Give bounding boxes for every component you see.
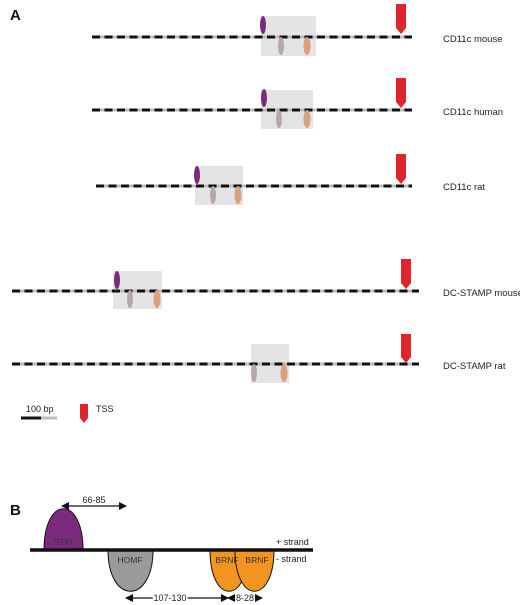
brnf-site-marker bbox=[153, 290, 161, 308]
homf-motif-label: HOMF bbox=[117, 555, 142, 565]
brnf-motif-2 bbox=[234, 549, 275, 592]
plus-strand-label: + strand bbox=[276, 537, 309, 547]
row-dc-stamp-rat: DC-STAMP rat bbox=[12, 334, 506, 383]
brnf-site-marker bbox=[303, 37, 311, 55]
stat-distance-label: 66-85 bbox=[82, 495, 105, 505]
row-label: CD11c human bbox=[443, 107, 503, 118]
tss-marker bbox=[396, 154, 406, 184]
scale-bar-label: 100 bp bbox=[26, 404, 54, 414]
tss-marker bbox=[401, 259, 411, 289]
stat-site-marker bbox=[114, 271, 120, 289]
legend: 100 bp TSS bbox=[21, 404, 114, 423]
brnf-brnf-distance-label: 8-28 bbox=[236, 593, 254, 603]
row-cd11c-mouse: CD11c mouse bbox=[92, 4, 503, 56]
homf-motif bbox=[107, 549, 154, 592]
stat-site-marker bbox=[260, 16, 266, 34]
brnf-site-marker bbox=[280, 364, 288, 382]
row-cd11c-rat: CD11c rat bbox=[96, 154, 485, 205]
row-dc-stamp-mouse: DC-STAMP mouse bbox=[12, 259, 520, 309]
panel-a-letter: A bbox=[10, 7, 21, 24]
tss-marker bbox=[401, 334, 411, 363]
minus-strand-label: - strand bbox=[276, 554, 307, 564]
tss-legend-label: TSS bbox=[96, 404, 114, 414]
row-cd11c-human: CD11c human bbox=[92, 78, 503, 129]
stat-site-marker bbox=[261, 89, 267, 107]
homf-brnf-distance-label: 107-130 bbox=[153, 593, 186, 603]
tss-marker bbox=[396, 4, 406, 34]
tss-legend-icon bbox=[80, 404, 88, 423]
homf-site-marker bbox=[276, 110, 282, 128]
homf-site-marker bbox=[127, 290, 133, 308]
motif-diagram: STAT HOMF BRNF BRNF + strand - strand 66… bbox=[30, 495, 313, 605]
homf-site-marker bbox=[251, 364, 257, 382]
row-label: DC-STAMP mouse bbox=[443, 288, 520, 299]
brnf-site-marker bbox=[303, 110, 311, 128]
brnf-site-marker bbox=[234, 186, 242, 204]
brnf-motif-2-label: BRNF bbox=[245, 555, 268, 565]
stat-site-marker bbox=[194, 166, 200, 184]
row-label: CD11c mouse bbox=[443, 34, 503, 45]
row-label: CD11c rat bbox=[443, 182, 485, 193]
panel-b-letter: B bbox=[10, 502, 21, 519]
stat-motif-label: STAT bbox=[54, 537, 74, 547]
brnf-motif-1-label: BRNF bbox=[215, 555, 238, 565]
tss-marker bbox=[396, 78, 406, 108]
row-label: DC-STAMP rat bbox=[443, 361, 506, 372]
homf-site-marker bbox=[210, 186, 216, 204]
homf-site-marker bbox=[278, 37, 284, 55]
